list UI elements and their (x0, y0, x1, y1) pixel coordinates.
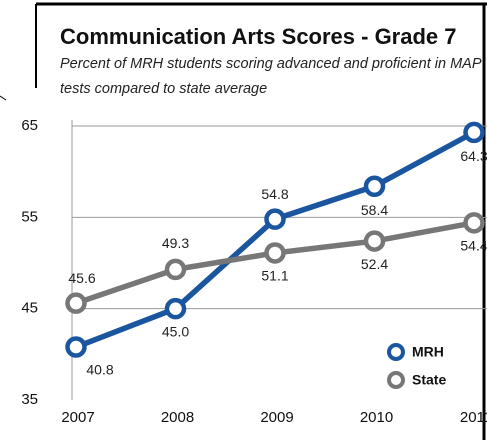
data-label: 64.3 (460, 148, 487, 164)
chart-subtitle: Percent of MRH students scoring advanced… (60, 56, 482, 72)
x-tick-label: 2010 (360, 409, 393, 426)
y-tick-label: 55 (21, 208, 38, 225)
data-point (65, 292, 87, 314)
frame-tick (0, 95, 7, 101)
x-tick-label: 2007 (61, 409, 94, 426)
chart-title: Communication Arts Scores - Grade 7 (60, 24, 457, 49)
data-label: 52.4 (361, 256, 388, 272)
data-label: 58.4 (361, 202, 388, 218)
data-point (264, 208, 286, 230)
data-label: 51.1 (261, 268, 288, 284)
data-label: 54.4 (460, 238, 487, 254)
data-point (363, 175, 386, 198)
chart-subtitle: tests compared to state average (60, 81, 267, 97)
data-point (65, 336, 87, 358)
data-label: 54.8 (261, 186, 288, 202)
data-point (363, 230, 386, 252)
data-label: 40.8 (86, 362, 113, 378)
y-tick-label: 35 (21, 391, 38, 408)
legend-marker (387, 343, 405, 361)
legend-marker (387, 371, 405, 389)
x-tick-label: 2009 (260, 409, 293, 426)
data-point (164, 297, 187, 320)
x-tick-label: 2008 (161, 409, 194, 426)
data-label: 45.0 (162, 323, 189, 339)
data-label: 49.3 (162, 235, 189, 251)
y-tick-label: 45 (21, 300, 38, 317)
x-tick-label: 2011 (460, 409, 487, 426)
data-label: 45.6 (68, 270, 95, 286)
legend-label: MRH (412, 344, 444, 360)
data-point (164, 258, 187, 281)
y-tick-label: 65 (21, 117, 38, 134)
legend-label: State (412, 372, 446, 388)
data-point (463, 212, 485, 234)
data-point (264, 242, 286, 264)
data-point (463, 121, 485, 144)
